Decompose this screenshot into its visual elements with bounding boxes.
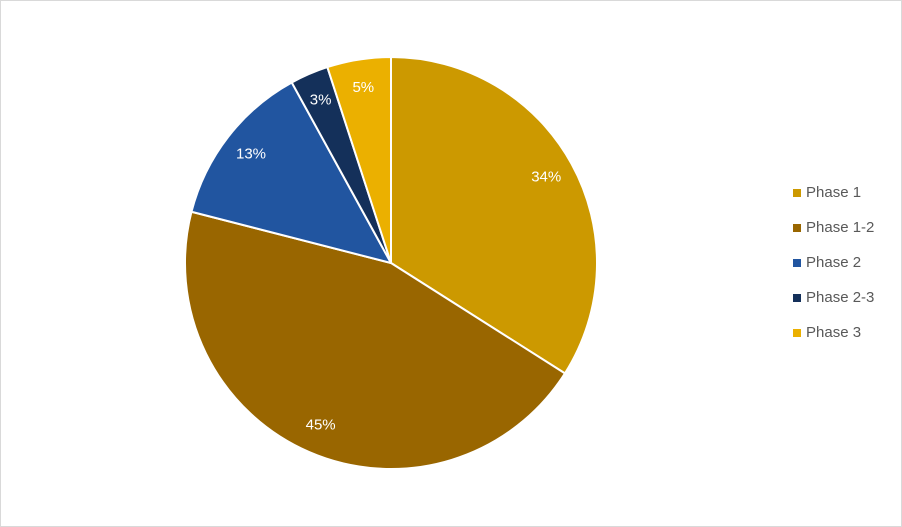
- legend-swatch: [793, 294, 801, 302]
- legend-swatch: [793, 189, 801, 197]
- pie-slice: [184, 210, 566, 470]
- legend-label: Phase 2: [806, 254, 861, 271]
- legend: Phase 1 Phase 1-2 Phase 2 Phase 2-3 Phase 3: [793, 184, 874, 341]
- data-label: 34%: [531, 169, 561, 186]
- data-label: 3%: [310, 91, 332, 108]
- legend-label: Phase 1: [806, 184, 861, 201]
- legend-label: Phase 3: [806, 324, 861, 341]
- pie-slice: [326, 56, 392, 264]
- data-labels: 34% 45% 13% 3% 5%: [236, 79, 561, 434]
- data-label: 5%: [352, 79, 374, 96]
- legend-swatch: [793, 329, 801, 337]
- data-label: 13%: [236, 145, 266, 162]
- legend-label: Phase 1-2: [806, 219, 874, 236]
- legend-swatch: [793, 224, 801, 232]
- legend-label: Phase 2-3: [806, 289, 874, 306]
- pie-slice: [190, 81, 392, 264]
- pie: [184, 56, 598, 470]
- pie-slice: [390, 56, 598, 375]
- data-label: 45%: [306, 417, 336, 434]
- legend-swatch: [793, 259, 801, 267]
